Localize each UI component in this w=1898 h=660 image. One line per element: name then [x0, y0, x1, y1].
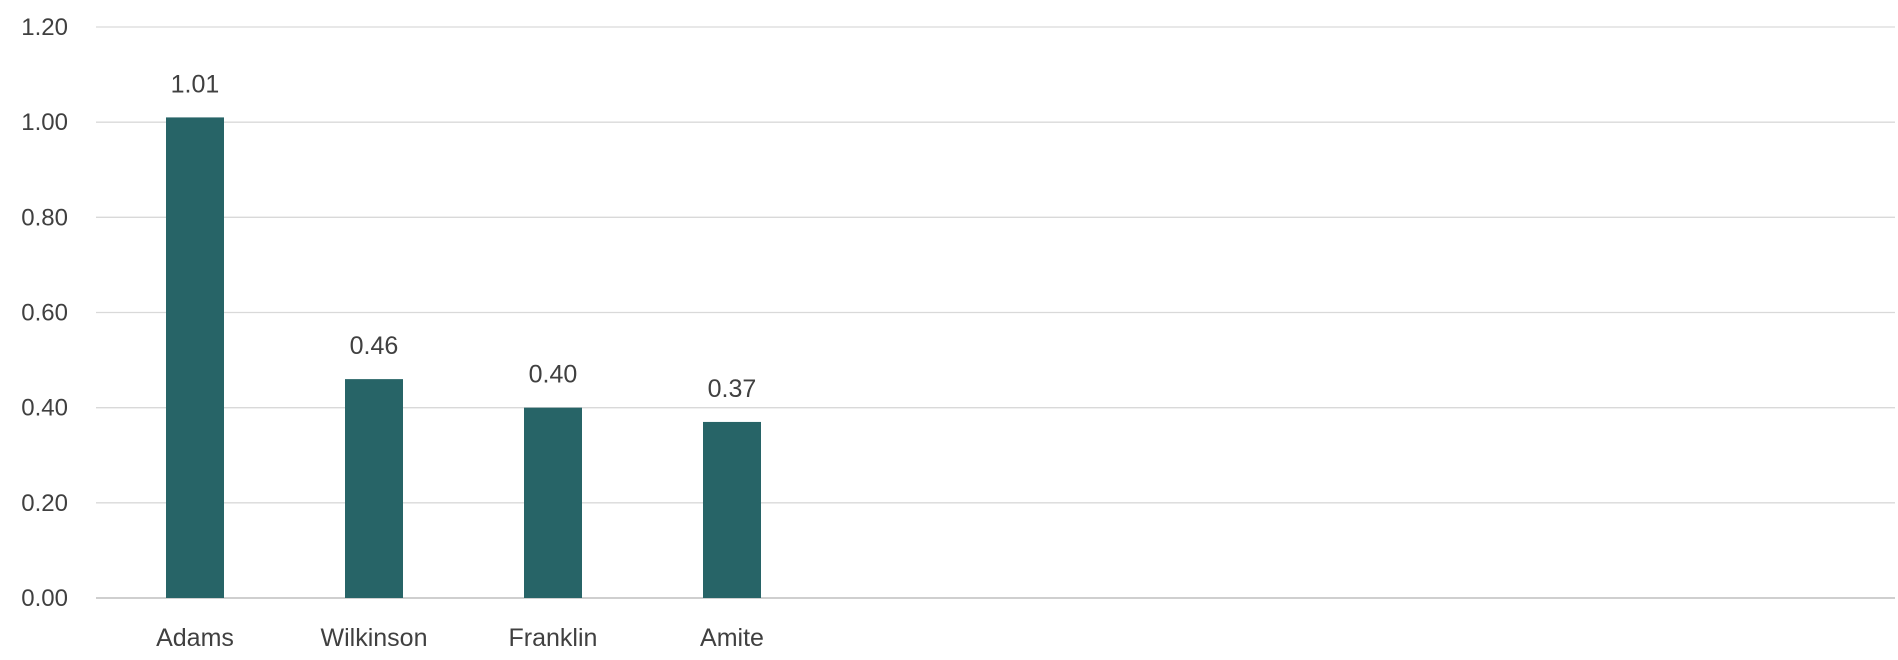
bar-franklin [524, 407, 582, 598]
y-tick-label: 0.20 [21, 490, 68, 517]
bars [166, 117, 761, 599]
y-axis-ticks: 0.00 0.20 0.40 0.60 0.80 1.00 1.20 [21, 14, 68, 612]
bar-adams [166, 117, 224, 599]
x-axis-categories: Adams Wilkinson Franklin Amite [156, 624, 764, 652]
category-label-wilkinson: Wilkinson [321, 624, 428, 652]
data-label-amite: 0.37 [708, 375, 757, 403]
data-label-franklin: 0.40 [529, 361, 578, 389]
y-tick-label: 1.20 [21, 14, 68, 41]
data-label-adams: 1.01 [171, 70, 220, 98]
y-tick-label: 0.00 [21, 585, 68, 612]
y-tick-label: 0.40 [21, 395, 68, 422]
bar-wilkinson [345, 379, 403, 598]
category-label-adams: Adams [156, 624, 234, 652]
category-label-amite: Amite [700, 624, 764, 652]
data-label-wilkinson: 0.46 [350, 332, 399, 360]
data-labels: 1.01 0.46 0.40 0.37 [171, 70, 757, 403]
bar-amite [703, 421, 761, 598]
y-tick-label: 0.80 [21, 204, 68, 231]
y-tick-label: 0.60 [21, 300, 68, 327]
category-label-franklin: Franklin [509, 624, 598, 652]
y-tick-label: 1.00 [21, 109, 68, 136]
